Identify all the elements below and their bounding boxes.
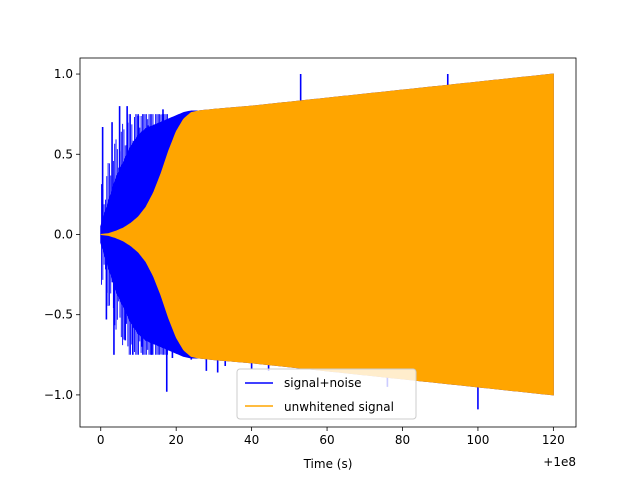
x-tick-label: 60 (319, 433, 334, 447)
y-tick-label: −0.5 (44, 308, 73, 322)
y-tick-label: 0.5 (54, 147, 73, 161)
y-tick-label: −1.0 (44, 388, 73, 402)
legend-label-signal-noise: signal+noise (284, 376, 361, 390)
series-unwhitened-signal (100, 73, 554, 396)
legend-box (236, 368, 417, 420)
x-tick-label: 0 (97, 433, 105, 447)
y-axis: −1.0 −0.5 0.0 0.5 1.0 (44, 67, 80, 402)
series-envelope (100, 73, 554, 396)
x-axis-label: Time (s) (303, 457, 353, 471)
legend-label-unwhitened-signal: unwhitened signal (284, 400, 394, 414)
x-tick-label: 40 (244, 433, 259, 447)
legend: signal+noise unwhitened signal (236, 368, 417, 420)
x-tick-label: 80 (395, 433, 410, 447)
x-tick-label: 20 (169, 433, 184, 447)
y-tick-label: 1.0 (54, 67, 73, 81)
x-offset-label: +1e8 (543, 455, 576, 469)
axes-frame (79, 57, 577, 428)
series-layer (100, 73, 554, 410)
x-tick-label: 120 (542, 433, 565, 447)
y-tick-label: 0.0 (54, 227, 73, 241)
x-tick-label: 100 (466, 433, 489, 447)
x-axis: 0 20 40 60 80 100 120 (97, 427, 565, 447)
